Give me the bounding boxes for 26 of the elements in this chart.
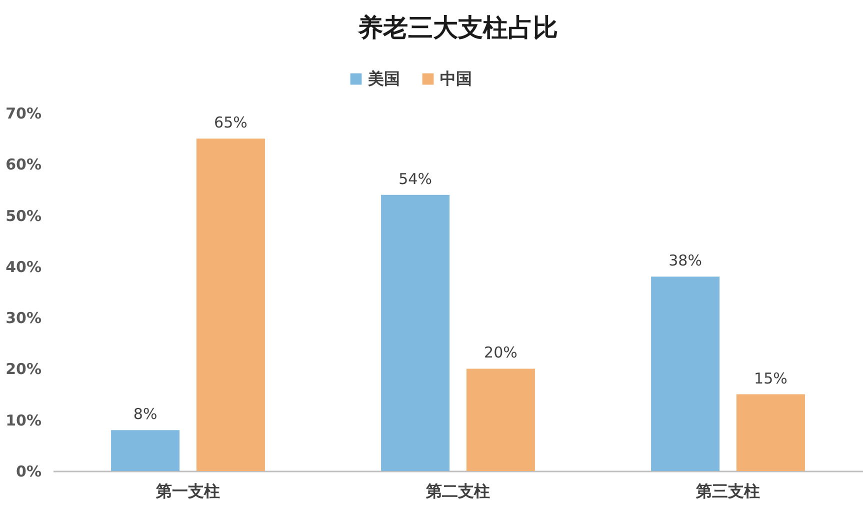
bar <box>196 138 265 471</box>
bar <box>381 194 450 471</box>
bar <box>651 276 720 471</box>
bar <box>466 368 535 471</box>
data-label: 65% <box>214 114 248 132</box>
legend-label: 中国 <box>440 69 472 88</box>
bar <box>736 394 805 471</box>
y-tick-label: 20% <box>6 360 42 378</box>
data-label: 20% <box>484 344 518 362</box>
y-tick-label: 10% <box>6 411 42 430</box>
x-tick-label: 第一支柱 <box>155 482 220 500</box>
data-label: 8% <box>133 405 158 424</box>
y-tick-label: 30% <box>6 309 42 328</box>
legend-label: 美国 <box>367 69 400 88</box>
data-label: 38% <box>668 252 702 270</box>
x-tick-label: 第二支柱 <box>425 482 490 500</box>
y-tick-label: 60% <box>6 156 42 174</box>
data-label: 54% <box>398 170 432 188</box>
data-label: 15% <box>754 369 788 388</box>
x-tick-label: 第三支柱 <box>695 482 760 500</box>
y-tick-label: 40% <box>6 258 42 276</box>
bar <box>111 430 180 471</box>
y-tick-label: 0% <box>16 462 42 480</box>
y-tick-label: 70% <box>6 104 42 122</box>
chart-title: 养老三大支柱占比 <box>357 13 558 42</box>
y-tick-label: 50% <box>6 206 42 225</box>
